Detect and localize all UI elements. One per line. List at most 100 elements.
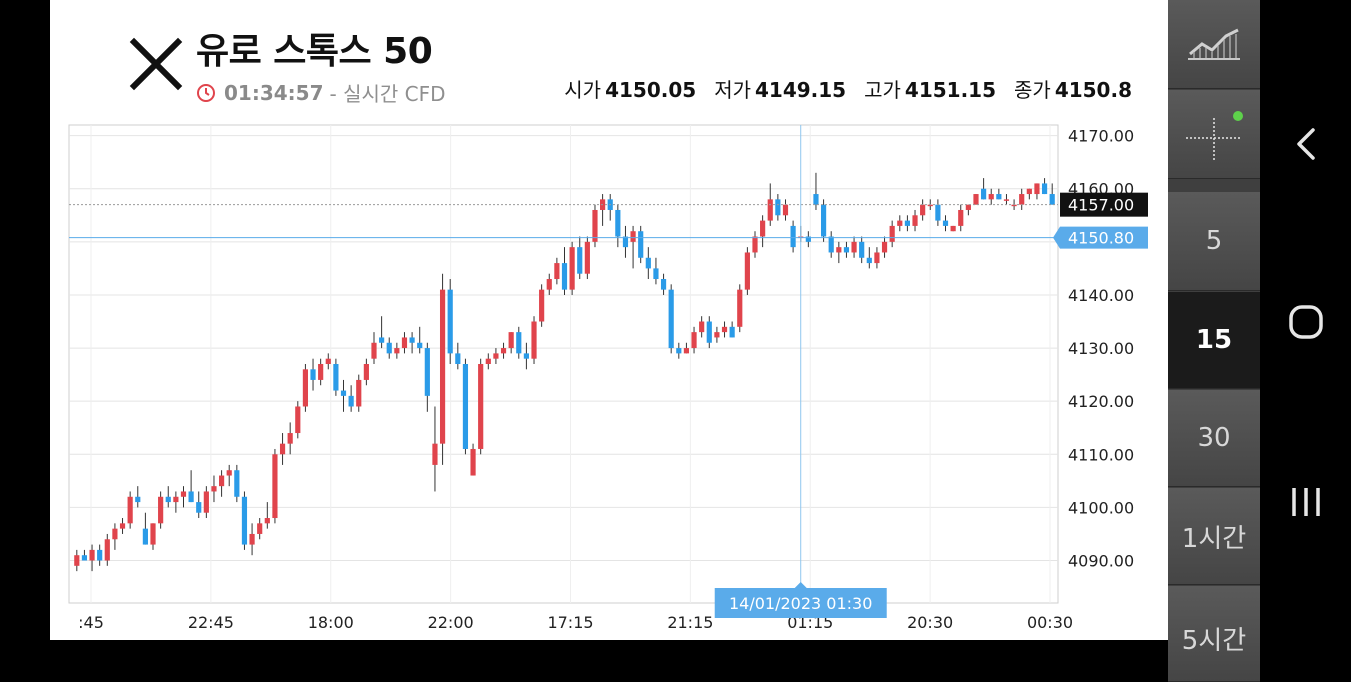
candle-body — [211, 486, 217, 492]
candle-body — [638, 231, 644, 258]
close-icon — [129, 37, 183, 91]
candle-body — [767, 199, 773, 221]
candle-body — [241, 496, 248, 545]
candle-body — [660, 279, 667, 290]
candle-body — [668, 289, 674, 349]
home-button[interactable] — [1260, 292, 1351, 352]
quote-time: 01:34:57 — [224, 80, 324, 105]
candle-body — [988, 194, 994, 200]
y-tick-label: 4140.00 — [1068, 286, 1134, 305]
candle-body — [226, 470, 232, 476]
crosshair-icon — [1186, 111, 1243, 160]
x-tick-label: 22:00 — [428, 613, 474, 632]
chart-toolbar: 5 15 30 1시간 5시간 — [1168, 0, 1260, 682]
candle-body — [234, 470, 240, 497]
candle-body — [173, 496, 179, 503]
candle-body — [371, 342, 377, 359]
chart-panel: 4170.004160.004150.004140.004130.004120.… — [50, 0, 1168, 640]
x-tick-label: 20:30 — [907, 613, 953, 632]
system-nav-bar — [1260, 0, 1351, 640]
candle-body — [912, 215, 918, 226]
candle-body — [462, 364, 469, 449]
candle-body — [363, 364, 369, 380]
candle-body — [318, 364, 324, 380]
candle-body — [531, 321, 537, 359]
candle-body — [1034, 183, 1040, 195]
candle-body — [158, 496, 164, 524]
candle-body — [1026, 188, 1032, 195]
candle-body — [279, 443, 286, 455]
candle-body — [257, 523, 263, 534]
candle-body — [180, 491, 187, 497]
x-tick-label: 00:30 — [1027, 613, 1073, 632]
candle-body — [584, 241, 590, 274]
y-tick-label: 4130.00 — [1068, 339, 1134, 358]
candlestick-chart[interactable]: 4170.004160.004150.004140.004130.004120.… — [50, 0, 1168, 640]
candle-body — [706, 321, 712, 343]
back-icon — [1296, 128, 1315, 160]
candle-body — [676, 348, 682, 354]
candle-body — [645, 257, 651, 269]
candle-body — [539, 289, 545, 322]
y-tick-label: 4170.00 — [1068, 127, 1134, 146]
candle-body — [950, 225, 956, 232]
interval-5-button[interactable]: 5 — [1168, 192, 1260, 291]
x-tick-label: 21:15 — [667, 613, 713, 632]
candle-body — [386, 342, 392, 354]
candle-body — [851, 241, 857, 253]
candle-body — [89, 549, 95, 561]
candle-body — [470, 448, 476, 476]
interval-15-button[interactable]: 15 — [1168, 292, 1260, 389]
x-tick-label: 18:00 — [308, 613, 354, 632]
candle-body — [272, 454, 278, 519]
interval-5h-button[interactable]: 5시간 — [1168, 586, 1260, 682]
candle-body — [249, 533, 255, 545]
candle-body — [965, 204, 971, 210]
candle-body — [219, 475, 225, 487]
candle-body — [417, 342, 423, 349]
candle-body — [203, 491, 209, 513]
candle-body — [379, 337, 385, 343]
recents-button[interactable] — [1260, 472, 1351, 532]
candle-body — [958, 209, 964, 226]
candle-body — [721, 326, 728, 333]
candle-body — [432, 443, 438, 465]
candle-body — [790, 225, 796, 248]
candle-body — [592, 209, 598, 242]
candle-body — [295, 406, 301, 434]
candle-body — [622, 236, 629, 248]
y-tick-label: 4120.00 — [1068, 392, 1134, 411]
candle-body — [340, 390, 347, 396]
candle-body — [1041, 183, 1048, 195]
candle-body — [973, 194, 979, 205]
candle-body — [836, 247, 842, 253]
candle-body — [287, 433, 293, 444]
back-button[interactable] — [1260, 114, 1351, 174]
close-button[interactable] — [128, 36, 184, 92]
candle-body — [760, 220, 766, 237]
candle-body — [135, 496, 141, 503]
x-tick-label: 22:45 — [188, 613, 234, 632]
candle-body — [196, 502, 202, 513]
candle-body — [554, 263, 560, 280]
plot-area — [68, 124, 1059, 604]
crosshair-date-pointer — [794, 582, 807, 588]
chart-type-button[interactable] — [1168, 0, 1260, 89]
candle-body — [1019, 194, 1025, 205]
candle-body — [805, 236, 811, 242]
interval-1h-button[interactable]: 1시간 — [1168, 488, 1260, 585]
candle-body — [81, 555, 88, 561]
candle-body — [500, 348, 507, 354]
candle-body — [897, 220, 903, 226]
interval-30-button[interactable]: 30 — [1168, 390, 1260, 487]
candle-body — [653, 268, 659, 280]
candle-body — [302, 369, 309, 407]
y-tick-label: 4100.00 — [1068, 498, 1134, 517]
candle-body — [188, 491, 194, 503]
candle-body — [904, 220, 910, 226]
candle-body — [523, 353, 529, 359]
candle-body — [881, 241, 888, 253]
x-tick-label: 17:15 — [547, 613, 593, 632]
crosshair-button[interactable] — [1168, 90, 1260, 179]
candle-body — [782, 204, 789, 216]
